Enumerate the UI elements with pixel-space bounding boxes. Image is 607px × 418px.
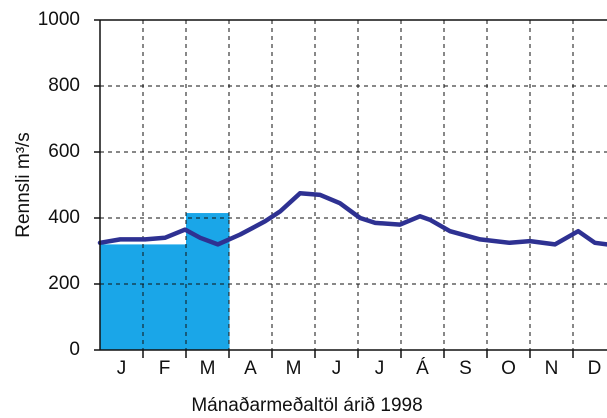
x-tick-label: J: [117, 358, 127, 379]
x-axis-title: Mánaðarmeðaltöl árið 1998: [191, 395, 422, 416]
bar: [143, 244, 187, 350]
y-tick-label: 600: [48, 141, 80, 162]
bar: [100, 244, 144, 350]
flow-line: [97, 191, 607, 247]
x-tick-label: J: [332, 358, 342, 379]
x-tick-label: J: [375, 358, 385, 379]
y-tick-label: 800: [48, 75, 80, 96]
y-tick-label: 200: [48, 273, 80, 294]
x-tick-label: F: [159, 358, 171, 379]
x-tick-label: S: [459, 358, 472, 379]
y-axis-title: Rennsli m³/s: [13, 132, 34, 238]
y-tick-label: 400: [48, 207, 80, 228]
x-tick-label: A: [244, 358, 257, 379]
x-tick-label: M: [200, 358, 216, 379]
x-tick-label: Á: [416, 358, 429, 379]
x-tick-label: N: [545, 358, 559, 379]
y-tick-label: 0: [69, 339, 80, 360]
x-tick-label: D: [588, 358, 602, 379]
x-tick-label: M: [286, 358, 302, 379]
x-tick-label: O: [501, 358, 516, 379]
y-tick-label: 1000: [38, 9, 80, 30]
